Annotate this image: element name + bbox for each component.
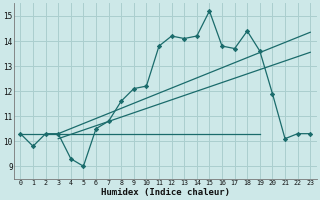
X-axis label: Humidex (Indice chaleur): Humidex (Indice chaleur) (101, 188, 230, 197)
